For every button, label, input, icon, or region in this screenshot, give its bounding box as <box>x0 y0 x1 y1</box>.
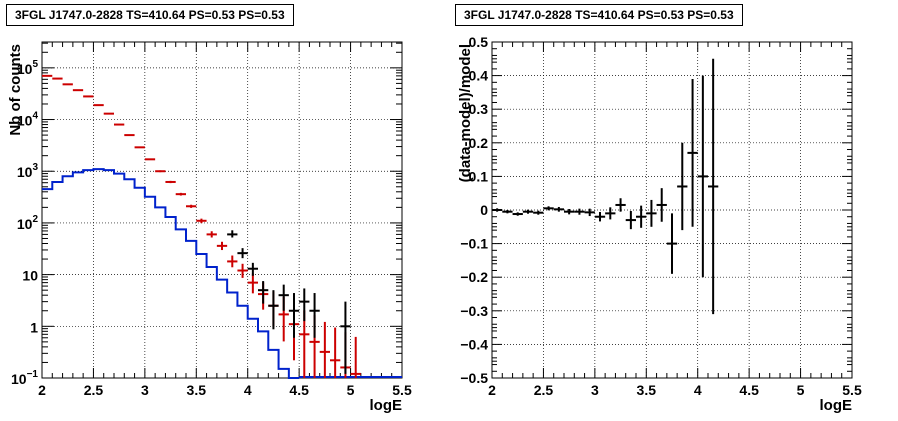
x-tick-label: 3.5 <box>187 382 207 398</box>
x-tick-label: 2 <box>38 382 46 398</box>
y-tick-label: 10−1 <box>11 369 38 387</box>
x-tick-label: 4 <box>244 382 252 398</box>
x-tick-label: 2 <box>488 382 496 398</box>
y-tick-label: 103 <box>17 162 39 180</box>
y-tick-label: 1 <box>30 319 38 335</box>
x-tick-label: 5.5 <box>392 382 412 398</box>
y-tick-label: −0.3 <box>460 303 488 319</box>
y-axis-label: (data-model)/model <box>457 44 474 182</box>
x-tick-label: 3 <box>141 382 149 398</box>
y-tick-label: 0.2 <box>469 135 489 151</box>
y-tick-label: 0.3 <box>469 101 489 117</box>
y-tick-label: 104 <box>17 111 39 129</box>
y-tick-label: −0.4 <box>460 336 488 352</box>
x-tick-label: 4.5 <box>739 382 759 398</box>
y-tick-label: −0.1 <box>460 236 488 252</box>
title-box-left: 3FGL J1747.0-2828 TS=410.64 PS=0.53 PS=0… <box>6 4 294 26</box>
x-tick-label: 3 <box>591 382 599 398</box>
y-tick-label: −0.5 <box>460 370 488 386</box>
x-tick-label: 2.5 <box>84 382 104 398</box>
title-box-right: 3FGL J1747.0-2828 TS=410.64 PS=0.53 PS=0… <box>455 4 743 26</box>
x-tick-label: 5.5 <box>842 382 862 398</box>
y-tick-label: 10 <box>22 268 38 284</box>
x-tick-label: 3.5 <box>637 382 657 398</box>
x-tick-label: 2.5 <box>534 382 554 398</box>
x-tick-label: 4 <box>694 382 702 398</box>
x-axis-label: logE <box>370 397 403 414</box>
x-axis-label: logE <box>820 397 853 414</box>
y-axis-label: Nb of counts <box>7 44 24 136</box>
y-tick-label: −0.2 <box>460 269 488 285</box>
x-tick-label: 5 <box>347 382 355 398</box>
y-tick-label: 0.4 <box>469 68 489 84</box>
y-tick-label: 0.5 <box>469 34 489 50</box>
y-tick-label: 102 <box>17 214 39 232</box>
y-tick-label: 0 <box>480 202 488 218</box>
y-tick-label: 105 <box>17 59 39 77</box>
x-tick-label: 5 <box>797 382 805 398</box>
x-tick-label: 4.5 <box>289 382 309 398</box>
plot-frame <box>41 41 403 379</box>
source-model-histogram <box>42 168 402 379</box>
y-tick-label: 0.1 <box>469 168 489 184</box>
